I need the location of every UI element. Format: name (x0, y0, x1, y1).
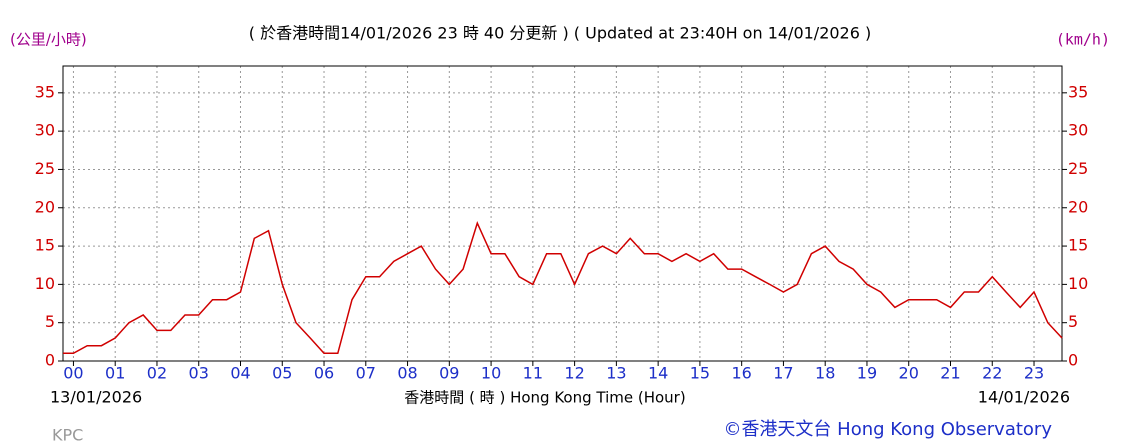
x-tick-label: 02 (147, 364, 167, 383)
y-tick-label: 20 (35, 197, 55, 216)
chart-title: ( 於香港時間14/01/2026 23 時 40 分更新 ) ( Update… (249, 24, 872, 43)
x-tick-label: 05 (272, 364, 292, 383)
y2-tick-label: 35 (1068, 82, 1088, 101)
wind-line (63, 220, 1063, 355)
y2-tick-label: 0 (1068, 351, 1078, 370)
x-tick-label: 12 (564, 364, 584, 383)
y-tick-label: 25 (35, 159, 55, 178)
x-tick-label: 10 (481, 364, 501, 383)
plot-frame (62, 65, 1063, 362)
y2-tick-label: 10 (1068, 274, 1088, 293)
y-tick-label: 10 (35, 274, 55, 293)
x-tick-label: 14 (648, 364, 668, 383)
y-tick-label: 15 (35, 236, 55, 255)
y2-tick-label: 15 (1068, 236, 1088, 255)
x-tick-label: 01 (105, 364, 125, 383)
x-tick-label: 04 (230, 364, 250, 383)
end-date: 14/01/2026 (978, 388, 1070, 407)
y-tick-label: 5 (45, 312, 55, 331)
credit: ©香港天文台 Hong Kong Observatory (723, 419, 1052, 440)
x-axis-label: 香港時間 ( 時 ) Hong Kong Time (Hour) (404, 389, 685, 407)
y2-axis-label: (km/h) (1056, 31, 1110, 49)
x-tick-label: 19 (857, 364, 877, 383)
x-tick-label: 15 (690, 364, 710, 383)
x-tick-label: 06 (314, 364, 334, 383)
x-tick-label: 18 (815, 364, 835, 383)
x-tick-label: 20 (899, 364, 919, 383)
x-tick-label: 08 (397, 364, 417, 383)
y2-tick-label: 5 (1068, 312, 1078, 331)
y-tick-label: 30 (35, 121, 55, 140)
y2-tick-label: 30 (1068, 121, 1088, 140)
x-tick-label: 22 (982, 364, 1002, 383)
x-tick-label: 17 (773, 364, 793, 383)
x-tick-label: 23 (1024, 364, 1044, 383)
x-tick-label: 21 (940, 364, 960, 383)
y-axis-label: (公里/小時) (10, 31, 87, 49)
x-tick-label: 00 (63, 364, 83, 383)
x-tick-label: 09 (439, 364, 459, 383)
y-tick-label: 35 (35, 82, 55, 101)
y2-tick-label: 20 (1068, 197, 1088, 216)
x-tick-label: 13 (606, 364, 626, 383)
station-code: KPC (52, 426, 83, 445)
x-tick-label: 03 (189, 364, 209, 383)
x-tick-label: 07 (356, 364, 376, 383)
x-tick-label: 11 (523, 364, 543, 383)
y2-tick-label: 25 (1068, 159, 1088, 178)
y-tick-label: 0 (45, 351, 55, 370)
x-tick-label: 16 (731, 364, 751, 383)
start-date: 13/01/2026 (50, 388, 142, 407)
